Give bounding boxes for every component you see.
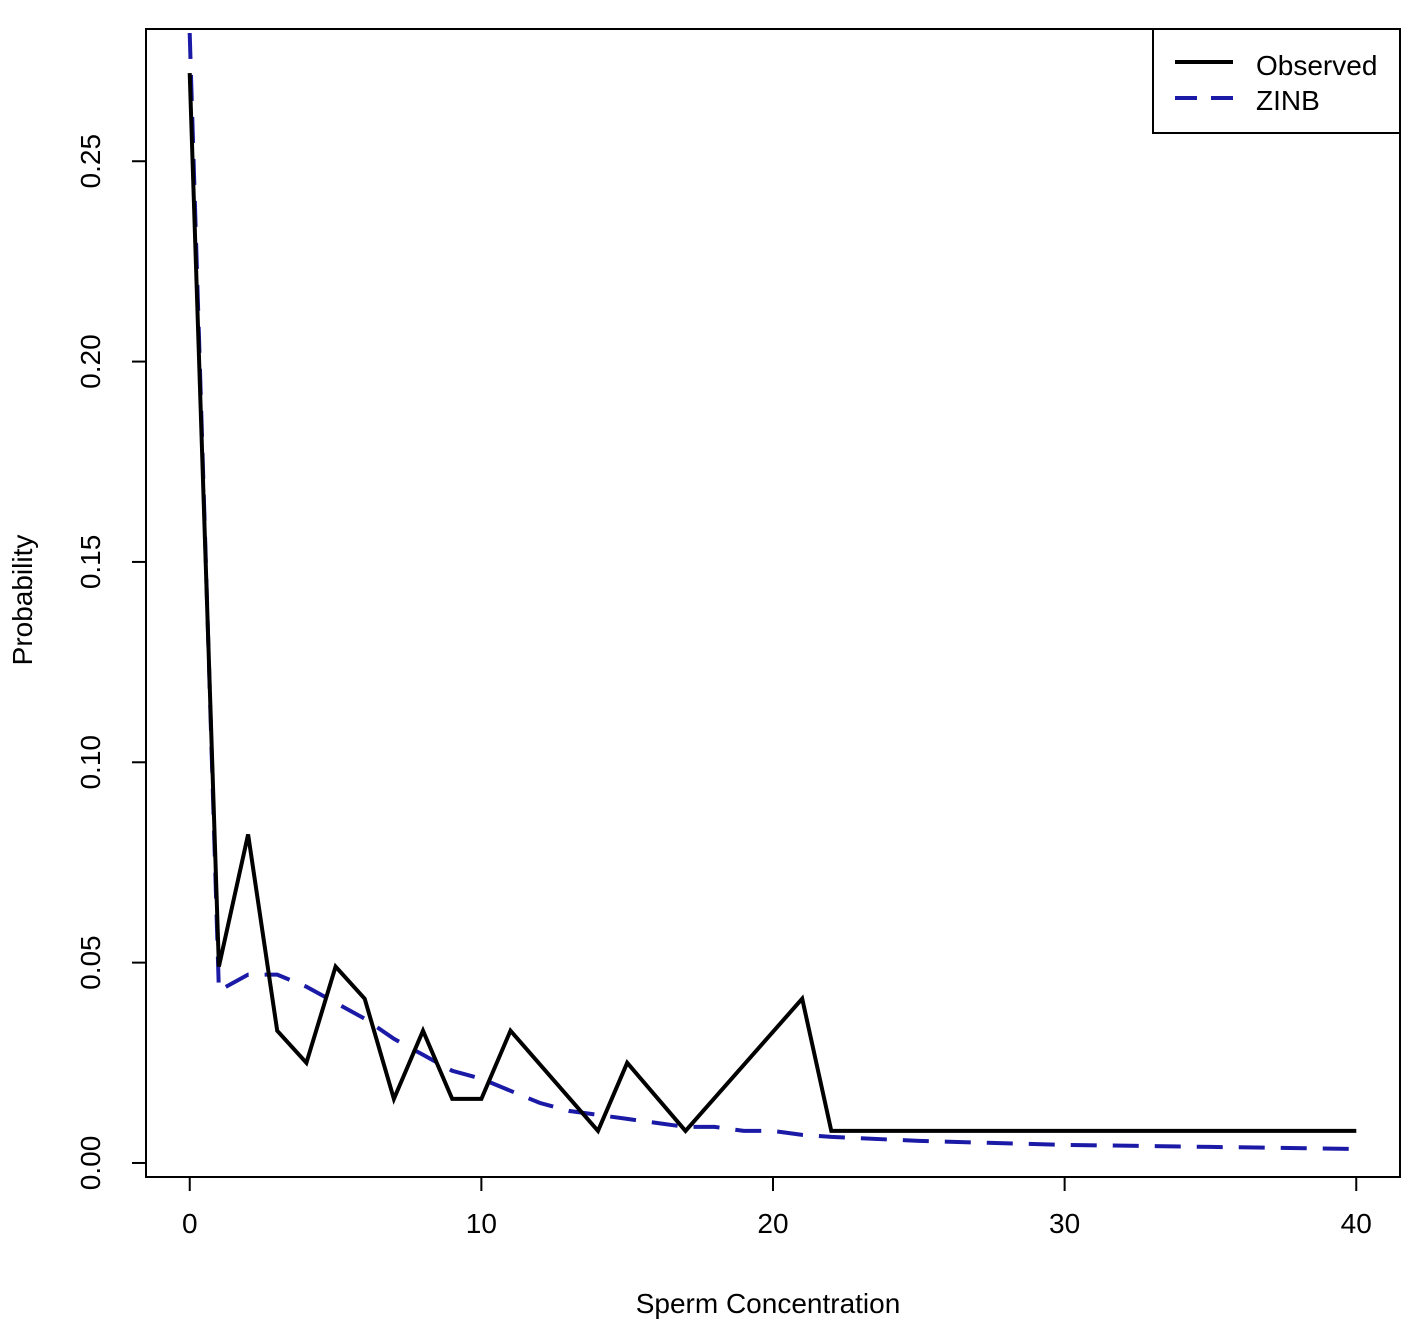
y-tick-label: 0.05 xyxy=(75,935,106,990)
y-tick-label: 0.15 xyxy=(75,535,106,590)
legend: Observed ZINB xyxy=(1152,28,1401,134)
series-lines xyxy=(187,32,1357,1151)
x-axis-title: Sperm Concentration xyxy=(636,1288,901,1319)
legend-label-zinb: ZINB xyxy=(1256,85,1320,116)
y-tick-label: 0.00 xyxy=(75,1136,106,1191)
y-tick-label: 0.10 xyxy=(75,735,106,790)
x-tick-label: 30 xyxy=(1049,1208,1080,1239)
axes: 0 10 20 30 40 0.00 0.05 0.10 0.15 0.20 0.25 xyxy=(75,134,1372,1239)
x-tick-label: 20 xyxy=(757,1208,788,1239)
y-axis-title: Probability xyxy=(7,535,38,666)
legend-label-observed: Observed xyxy=(1256,50,1377,81)
series-line-zinb xyxy=(187,32,1357,1151)
y-tick-label: 0.25 xyxy=(75,134,106,189)
x-tick-label: 0 xyxy=(182,1208,198,1239)
y-tick-label: 0.20 xyxy=(75,334,106,389)
legend-box xyxy=(1152,28,1401,134)
x-tick-label: 10 xyxy=(466,1208,497,1239)
series-line-observed xyxy=(187,73,1357,1135)
plot-frame xyxy=(145,28,1401,1178)
x-tick-label: 40 xyxy=(1341,1208,1372,1239)
